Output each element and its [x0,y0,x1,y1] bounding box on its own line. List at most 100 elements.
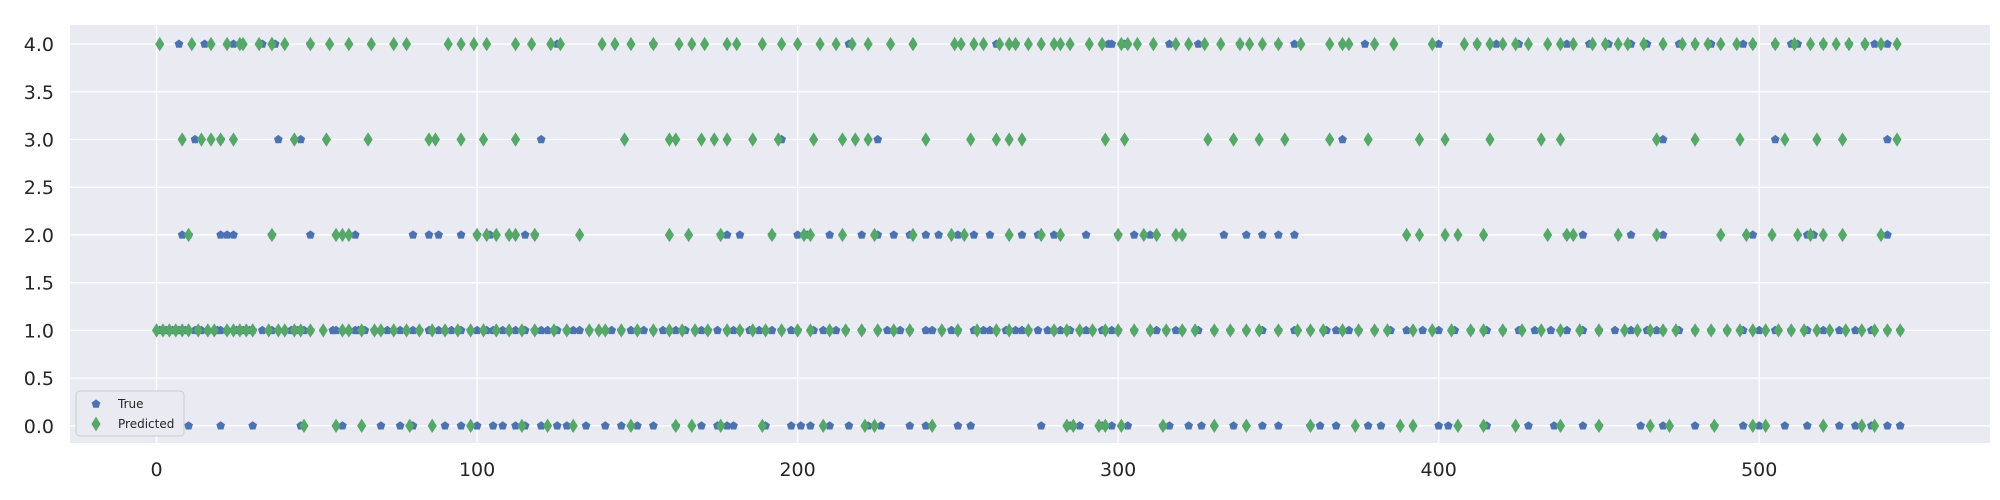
predicted-point [1478,418,1489,434]
predicted-point [1709,418,1719,434]
predicted-point [1395,418,1405,434]
true-point [408,230,418,239]
predicted-point [414,323,424,338]
true-point [190,134,200,144]
predicted-point [716,418,726,434]
predicted-point [158,323,168,338]
predicted-point [228,132,239,147]
true-point [1883,39,1892,48]
true-point [257,325,267,335]
true-point [1290,39,1299,48]
predicted-point [757,418,767,434]
true-point [1123,421,1133,430]
true-point [1818,325,1828,335]
predicted-point [1344,36,1354,52]
predicted-point [405,418,415,434]
plot-area [70,25,1990,443]
predicted-point [1087,323,1098,338]
true-point [1081,230,1091,239]
true-point [1883,421,1892,430]
true-point [729,325,738,335]
true-point [905,421,915,430]
predicted-point [1645,323,1655,338]
true-point [456,421,466,430]
true-point [1578,230,1588,239]
predicted-point [664,227,674,243]
predicted-point [443,36,453,52]
predicted-point [1113,227,1123,243]
true-point [786,421,796,430]
predicted-point [1440,132,1450,147]
predicted-point [289,323,299,338]
true-point [831,325,841,335]
legend-predicted-marker [91,416,101,432]
predicted-point [453,323,463,338]
true-point [735,230,745,239]
predicted-point [959,227,969,243]
predicted-point [1293,323,1303,338]
predicted-point [1459,36,1469,52]
predicted-point [401,323,412,338]
predicted-point [1161,323,1171,338]
predicted-point [1543,227,1553,243]
predicted-point [280,323,290,338]
predicted-point [869,418,880,434]
true-point [1360,39,1370,48]
true-point [1754,325,1764,335]
predicted-point [1152,227,1162,243]
predicted-point [1568,36,1578,52]
predicted-point [1613,227,1623,243]
predicted-point [187,36,197,52]
true-point [1770,134,1780,144]
true-point [395,325,405,335]
predicted-point [994,36,1005,52]
predicted-point [873,323,883,338]
true-point [440,421,450,430]
true-point [536,134,546,144]
predicted-point [776,36,787,52]
predicted-point [1325,132,1335,147]
predicted-point [1892,36,1902,52]
predicted-point [510,227,521,243]
y-tick-label: 2.5 [24,177,54,199]
predicted-point [1062,418,1072,434]
predicted-point [193,323,203,338]
true-point [876,421,886,430]
true-point [969,230,979,239]
true-point [722,230,732,239]
predicted-point [1498,323,1508,338]
true-point [1165,39,1174,48]
predicted-point [1703,36,1713,52]
predicted-point [1414,132,1425,147]
true-point [607,325,617,335]
true-point [857,230,867,239]
predicted-point [1767,227,1777,243]
predicted-point [1770,36,1780,52]
predicted-point [1799,323,1809,338]
true-point [895,325,905,335]
predicted-point [1273,323,1284,338]
predicted-point [482,227,492,243]
predicted-point [1831,36,1841,52]
predicted-point [671,132,681,147]
predicted-point [1623,36,1633,52]
predicted-point [1498,36,1508,52]
true-point [306,230,315,239]
predicted-point [1200,36,1210,52]
predicted-point [1004,132,1014,147]
predicted-point [151,323,162,338]
predicted-point [1084,36,1094,52]
true-point [966,421,976,430]
true-point [793,230,802,239]
true-point [1434,421,1444,430]
predicted-point [1228,132,1239,147]
predicted-point [530,323,540,338]
true-point [1165,421,1174,430]
true-point [1056,325,1065,335]
true-point [1802,421,1812,430]
predicted-point [526,36,537,52]
predicted-point [305,36,316,52]
true-point [1107,325,1117,335]
predicted-point [722,132,732,147]
predicted-point [946,227,957,243]
